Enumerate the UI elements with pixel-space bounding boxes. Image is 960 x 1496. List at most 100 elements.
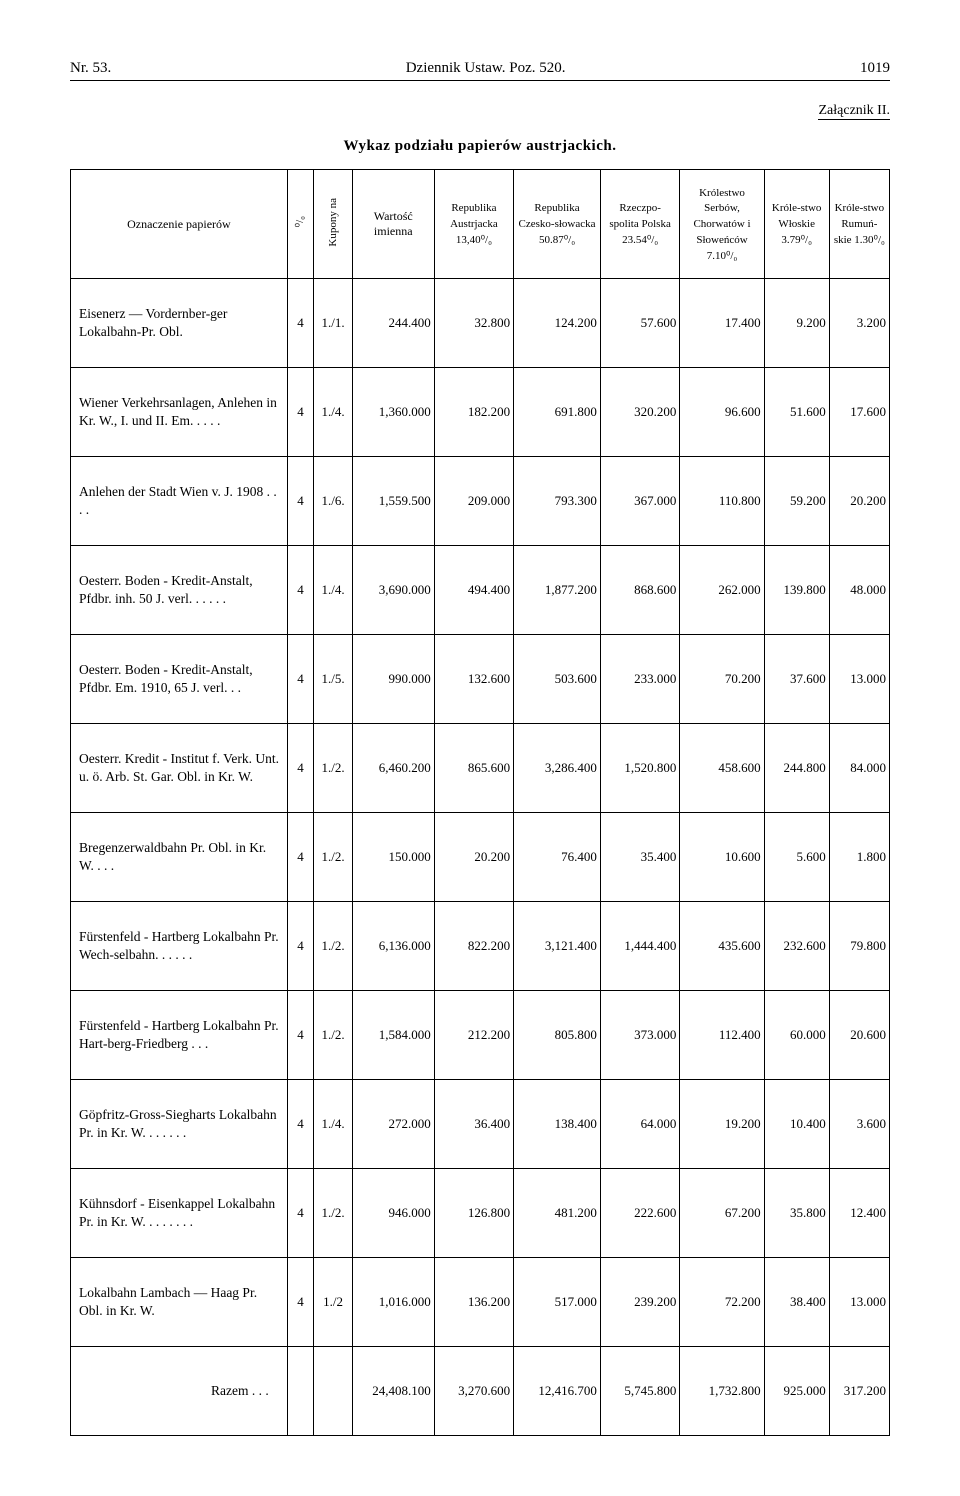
total-serbow: 1,732.800 [680, 1347, 764, 1436]
row-wloskie: 59.200 [764, 457, 829, 546]
row-wloskie: 232.600 [764, 902, 829, 991]
row-wartosc: 150.000 [352, 813, 434, 902]
row-austriacka: 136.200 [434, 1258, 513, 1347]
total-polska: 5,745.800 [600, 1347, 679, 1436]
row-wloskie: 35.800 [764, 1169, 829, 1258]
row-czesko: 793.300 [514, 457, 601, 546]
row-czesko: 1,877.200 [514, 546, 601, 635]
row-wartosc: 1,360.000 [352, 368, 434, 457]
table-total-row: Razem . . . 24,408.1003,270.60012,416.700… [71, 1347, 890, 1436]
row-name: Wiener Verkehrsanlagen, Anlehen in Kr. W… [71, 368, 288, 457]
row-name: Lokalbahn Lambach — Haag Pr. Obl. in Kr.… [71, 1258, 288, 1347]
total-wartosc: 24,408.100 [352, 1347, 434, 1436]
row-rumun: 12.400 [829, 1169, 889, 1258]
row-polska: 233.000 [600, 635, 679, 724]
row-serbow: 70.200 [680, 635, 764, 724]
table-row: Oesterr. Kredit - Institut f. Verk. Unt.… [71, 724, 890, 813]
table-row: Kühnsdorf - Eisenkappel Lokalbahn Pr. in… [71, 1169, 890, 1258]
row-polska: 57.600 [600, 279, 679, 368]
row-wloskie: 139.800 [764, 546, 829, 635]
total-austriacka: 3,270.600 [434, 1347, 513, 1436]
total-rumun: 317.200 [829, 1347, 889, 1436]
row-austriacka: 822.200 [434, 902, 513, 991]
row-serbow: 10.600 [680, 813, 764, 902]
row-rumun: 20.600 [829, 991, 889, 1080]
row-name: Fürstenfeld - Hartberg Lokalbahn Pr. Wec… [71, 902, 288, 991]
row-name: Anlehen der Stadt Wien v. J. 1908 . . . … [71, 457, 288, 546]
row-kupony: 1./2. [314, 813, 353, 902]
row-name: Oesterr. Kredit - Institut f. Verk. Unt.… [71, 724, 288, 813]
row-austriacka: 865.600 [434, 724, 513, 813]
row-kupony: 1./1. [314, 279, 353, 368]
row-rumun: 48.000 [829, 546, 889, 635]
row-polska: 239.200 [600, 1258, 679, 1347]
page-header: Nr. 53. Dziennik Ustaw. Poz. 520. 1019 [70, 60, 890, 81]
row-name: Oesterr. Boden - Kredit-Anstalt, Pfdbr. … [71, 635, 288, 724]
row-pct: 4 [287, 724, 313, 813]
row-wloskie: 244.800 [764, 724, 829, 813]
attachment-label: Załącznik II. [818, 103, 890, 120]
row-serbow: 435.600 [680, 902, 764, 991]
row-austriacka: 209.000 [434, 457, 513, 546]
total-czesko: 12,416.700 [514, 1347, 601, 1436]
row-rumun: 17.600 [829, 368, 889, 457]
row-czesko: 805.800 [514, 991, 601, 1080]
row-kupony: 1./4. [314, 1080, 353, 1169]
row-polska: 320.200 [600, 368, 679, 457]
row-czesko: 124.200 [514, 279, 601, 368]
row-kupony: 1./5. [314, 635, 353, 724]
row-czesko: 3,286.400 [514, 724, 601, 813]
row-czesko: 503.600 [514, 635, 601, 724]
row-name: Bregenzerwaldbahn Pr. Obl. in Kr. W. . .… [71, 813, 288, 902]
table-row: Anlehen der Stadt Wien v. J. 1908 . . . … [71, 457, 890, 546]
row-polska: 868.600 [600, 546, 679, 635]
row-rumun: 13.000 [829, 1258, 889, 1347]
row-serbow: 67.200 [680, 1169, 764, 1258]
row-serbow: 112.400 [680, 991, 764, 1080]
row-pct: 4 [287, 368, 313, 457]
row-pct: 4 [287, 635, 313, 724]
row-wartosc: 272.000 [352, 1080, 434, 1169]
row-kupony: 1./2. [314, 724, 353, 813]
col-name-header: Oznaczenie papierów [71, 170, 288, 279]
total-pct [287, 1347, 313, 1436]
total-label: Razem . . . [71, 1347, 288, 1436]
col-wartosc-header: Wartość imienna [352, 170, 434, 279]
row-pct: 4 [287, 902, 313, 991]
row-serbow: 458.600 [680, 724, 764, 813]
table-row: Wiener Verkehrsanlagen, Anlehen in Kr. W… [71, 368, 890, 457]
row-wartosc: 1,016.000 [352, 1258, 434, 1347]
row-pct: 4 [287, 546, 313, 635]
row-wartosc: 6,136.000 [352, 902, 434, 991]
row-rumun: 3.200 [829, 279, 889, 368]
col-rumun-header: Króle-stwo Rumuń-skie 1.30⁰/₀ [829, 170, 889, 279]
row-wloskie: 9.200 [764, 279, 829, 368]
row-czesko: 691.800 [514, 368, 601, 457]
row-pct: 4 [287, 279, 313, 368]
row-wartosc: 6,460.200 [352, 724, 434, 813]
row-name: Fürstenfeld - Hartberg Lokalbahn Pr. Har… [71, 991, 288, 1080]
row-kupony: 1./2 [314, 1258, 353, 1347]
col-pct-header: ⁰/₀ [287, 170, 313, 279]
col-polska-header: Rzeczpo-spolita Polska 23.54⁰/₀ [600, 170, 679, 279]
col-wloskie-header: Króle-stwo Włoskie 3.79⁰/₀ [764, 170, 829, 279]
total-wloskie: 925.000 [764, 1347, 829, 1436]
table-header-row: Oznaczenie papierów ⁰/₀ Kupony na Wartoś… [71, 170, 890, 279]
col-serbow-header: Królestwo Serbów, Chorwatów i Słoweńców … [680, 170, 764, 279]
row-rumun: 84.000 [829, 724, 889, 813]
row-wloskie: 5.600 [764, 813, 829, 902]
securities-table: Oznaczenie papierów ⁰/₀ Kupony na Wartoś… [70, 169, 890, 1436]
col-czesko-header: Republika Czesko-słowacka 50.87⁰/₀ [514, 170, 601, 279]
row-kupony: 1./2. [314, 902, 353, 991]
row-serbow: 17.400 [680, 279, 764, 368]
row-wartosc: 946.000 [352, 1169, 434, 1258]
row-rumun: 20.200 [829, 457, 889, 546]
row-pct: 4 [287, 1080, 313, 1169]
row-wloskie: 10.400 [764, 1080, 829, 1169]
row-wartosc: 1,584.000 [352, 991, 434, 1080]
row-pct: 4 [287, 991, 313, 1080]
row-wartosc: 1,559.500 [352, 457, 434, 546]
row-serbow: 72.200 [680, 1258, 764, 1347]
table-row: Fürstenfeld - Hartberg Lokalbahn Pr. Har… [71, 991, 890, 1080]
row-kupony: 1./6. [314, 457, 353, 546]
